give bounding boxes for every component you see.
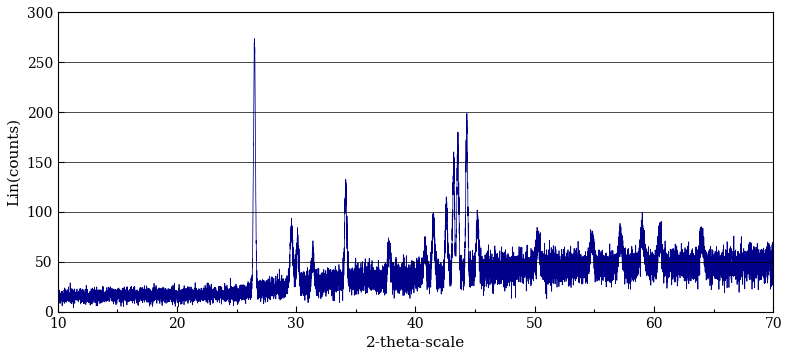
- Y-axis label: Lin(counts): Lin(counts): [7, 118, 21, 206]
- X-axis label: 2-theta-scale: 2-theta-scale: [366, 336, 465, 350]
